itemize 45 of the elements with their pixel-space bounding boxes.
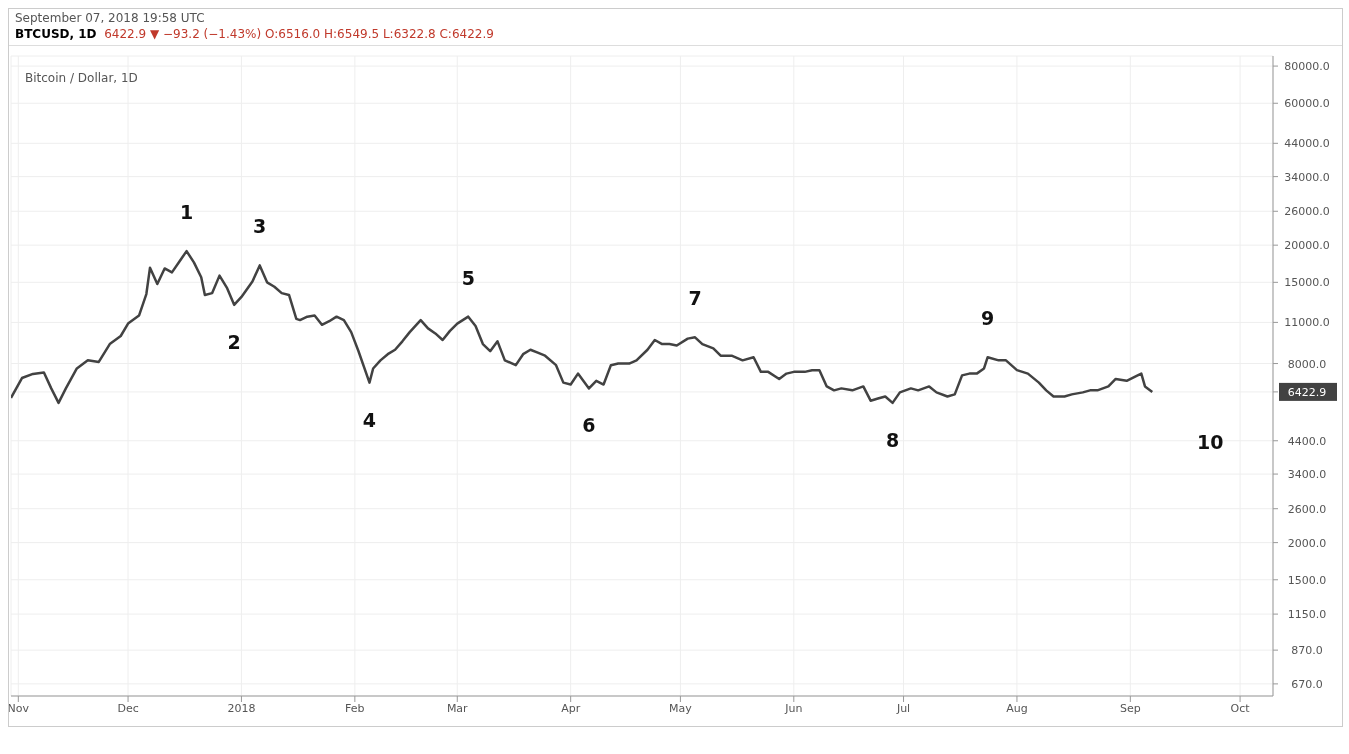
x-tick-label: Oct: [1230, 701, 1251, 715]
y-tick-label: 34000.0: [1284, 170, 1330, 184]
y-tick-label: 3400.0: [1287, 468, 1327, 482]
annotation: 9: [981, 307, 995, 330]
y-tick-label: 4400.0: [1287, 434, 1327, 448]
x-tick-label: Jun: [784, 701, 803, 715]
annotation: 10: [1197, 430, 1224, 453]
annotation: 8: [885, 428, 900, 451]
annotation: 4: [362, 408, 377, 431]
x-tick-label: 2018: [227, 701, 256, 715]
chart-subtitle: 6422.9 ▼ −93.2 (−1.43%) O:6516.0 H:6549.5 L:6322.8 C:6422.9: [104, 27, 494, 41]
annotation: 1: [179, 201, 194, 224]
annotation: Bitcoin / Dollar, 1D: [25, 71, 138, 85]
annotation: 6: [582, 414, 596, 437]
y-tick-label: 670.0: [1291, 677, 1323, 691]
annotation: 5: [461, 266, 475, 289]
x-tick-label: Dec: [117, 701, 139, 715]
annotation: 2: [227, 330, 241, 353]
chart-title: BTCUSD, 1D: [15, 27, 97, 41]
y-tick-label: 11000.0: [1284, 316, 1330, 330]
x-tick-label: Aug: [1006, 701, 1028, 715]
y-tick-label: 8000.0: [1287, 357, 1327, 371]
y-tick-label: 20000.0: [1284, 239, 1330, 253]
annotation: 7: [688, 287, 702, 310]
y-tick-label: 2600.0: [1287, 502, 1327, 516]
x-tick-label: Apr: [561, 701, 581, 715]
x-tick-label: May: [669, 701, 693, 715]
y-tick-label: 15000.0: [1284, 276, 1330, 290]
x-tick-label: Feb: [345, 701, 365, 715]
y-tick-label: 26000.0: [1284, 205, 1330, 219]
y-tick-label: 60000.0: [1284, 97, 1330, 111]
y-tick-label: 6422.9: [1287, 385, 1327, 399]
y-tick-label: 1500.0: [1287, 573, 1327, 587]
annotation: 3: [253, 215, 267, 238]
x-tick-label: Nov: [7, 701, 30, 715]
x-tick-label: Jul: [895, 701, 911, 715]
x-tick-label: Sep: [1119, 701, 1141, 715]
y-tick-label: 80000.0: [1284, 60, 1330, 74]
y-tick-label: 44000.0: [1284, 137, 1330, 151]
y-tick-label: 2000.0: [1287, 536, 1327, 550]
x-tick-label: Mar: [446, 701, 469, 715]
line-series: [11, 249, 1154, 405]
y-tick-label: 1150.0: [1287, 608, 1327, 622]
y-tick-label: 870.0: [1291, 644, 1323, 658]
text: September 07, 2018 19:58 UTC: [14, 10, 206, 27]
